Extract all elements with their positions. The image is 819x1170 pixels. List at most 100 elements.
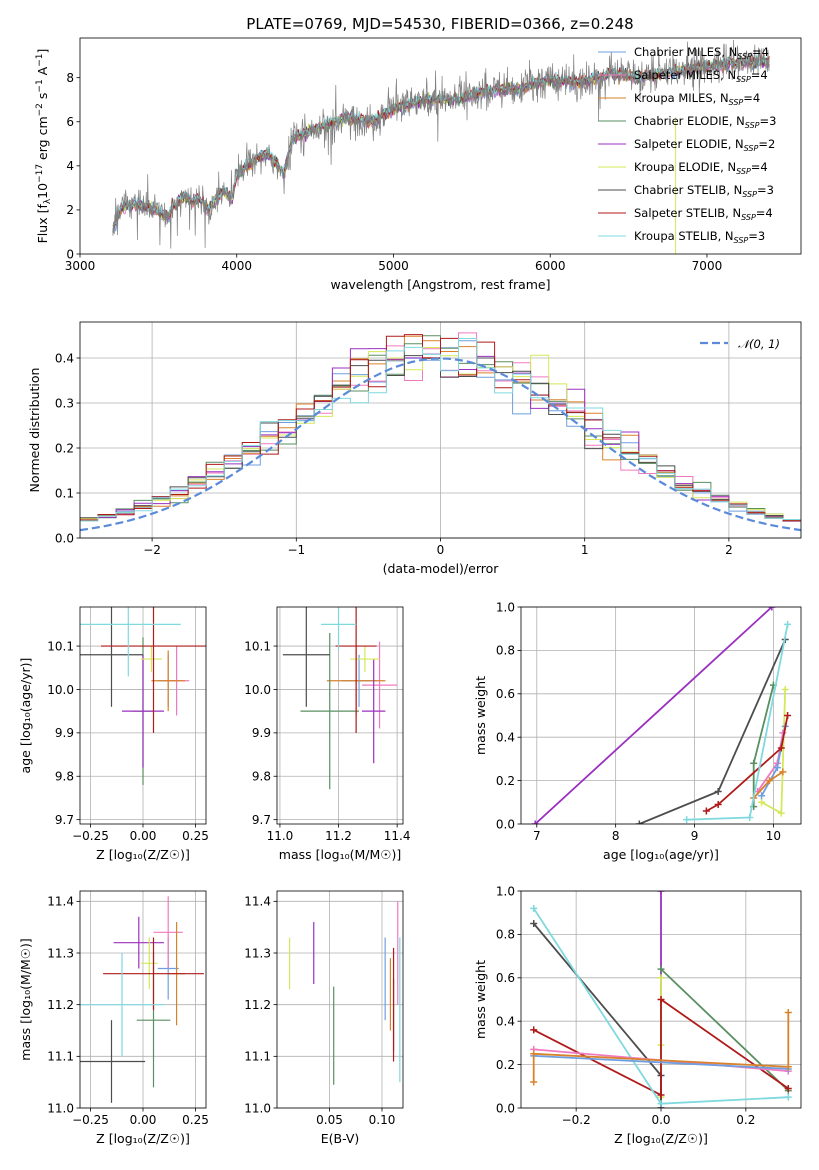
weight-marker-ke xyxy=(758,798,766,806)
y-tick-label: 2 xyxy=(66,203,74,217)
x-tick-label: 11.0 xyxy=(267,829,294,843)
x-axis-label: age [log₁₀(age/yr)] xyxy=(603,847,719,862)
y-tick-label: 11.0 xyxy=(47,1101,74,1115)
weight_vs_age-panel: 7 8 9 10 0.0 0.2 0.4 0.6 0.8 1.0 age [log₁₀(age/yr… xyxy=(473,600,802,862)
plot-area xyxy=(80,332,801,538)
weight-marker-ce xyxy=(750,759,758,767)
y-tick-label: 10.1 xyxy=(47,639,74,653)
weight-marker-km xyxy=(784,1009,792,1017)
weight-marker-cs xyxy=(635,820,643,824)
x-tick-label: −0.25 xyxy=(72,829,109,843)
weight-marker-km xyxy=(530,1050,538,1058)
chart-title: PLATE=0769, MJD=54530, FIBERID=0366, z=0… xyxy=(246,15,633,33)
weight-marker-cs xyxy=(714,787,722,795)
axes: 0.05 0.10 11.0 11.1 11.2 11.3 11.4 E(B-V) xyxy=(244,890,404,1146)
x-tick-label: 5000 xyxy=(378,259,409,273)
x-tick-label: 11.4 xyxy=(384,829,411,843)
y-tick-label: 0.0 xyxy=(496,1101,515,1115)
age_vs_Z-panel: −0.25 0.00 0.25 9.7 9.8 9.9 10.0 10.1 Z [log₁₀(Z… xyxy=(18,606,209,862)
weight-line-ss xyxy=(705,715,789,812)
y-tick-label: 11.3 xyxy=(244,946,271,960)
x-axis-label: Z [log₁₀(Z/Z☉)] xyxy=(96,1131,190,1146)
y-tick-label: 9.8 xyxy=(55,770,74,784)
y-tick-label: 0.0 xyxy=(55,531,74,545)
plot-area xyxy=(530,891,792,1108)
x-tick-label: 3000 xyxy=(65,259,96,273)
x-tick-label: 6000 xyxy=(535,259,566,273)
y-tick-label: 8 xyxy=(66,71,74,85)
y-axis-label: Normed distribution xyxy=(27,368,42,493)
legend-label-sm: Salpeter MILES, NSSP=4 xyxy=(634,68,768,84)
plot-area xyxy=(289,901,401,1085)
weight-marker-ss xyxy=(657,1091,665,1099)
y-axis-label: mass [log₁₀(M/M☉)] xyxy=(18,938,33,1060)
x-axis-label: wavelength [Angstrom, rest frame] xyxy=(330,277,550,292)
x-tick-label: 0.25 xyxy=(182,829,209,843)
y-tick-label: 0.6 xyxy=(496,687,515,701)
weight-marker-km xyxy=(765,777,773,785)
axes-frame xyxy=(276,606,404,825)
weight-marker-cs xyxy=(530,920,538,928)
y-tick-label: 6 xyxy=(66,115,74,129)
axes-frame xyxy=(79,321,802,539)
y-tick-label: 0.4 xyxy=(496,1015,515,1029)
x-tick-label: 8 xyxy=(612,829,620,843)
axes-frame xyxy=(520,890,802,1109)
weight-marker-ke xyxy=(781,685,789,693)
weight-line-km xyxy=(532,1012,790,1082)
mass_vs_Z-panel: −0.25 0.00 0.25 11.0 11.1 11.2 11.3 11.4 Z [log₁… xyxy=(18,890,209,1146)
weight-marker-se xyxy=(768,607,776,611)
grid xyxy=(277,607,403,824)
weight-marker-cm xyxy=(758,792,766,800)
x-tick-label: 10 xyxy=(766,829,781,843)
weight-marker-ks xyxy=(683,816,691,824)
plot-area xyxy=(80,607,206,785)
legend-label-km: Kroupa MILES, NSSP=4 xyxy=(634,91,760,107)
legend-label-cs: Chabrier STELIB, NSSP=3 xyxy=(634,183,774,199)
y-tick-label: 0.0 xyxy=(496,817,515,831)
weight-marker-ss xyxy=(784,712,792,719)
x-tick-label: 1 xyxy=(581,543,589,557)
x-tick-label: −0.2 xyxy=(562,1113,591,1127)
observed-spectrum-line xyxy=(112,39,770,249)
histogram-ss xyxy=(80,334,801,538)
weight-marker-ks xyxy=(746,813,754,821)
weight-marker-ss xyxy=(530,1026,538,1034)
legend: Chabrier MILES, NSSP=4 Salpeter MILES, NS… xyxy=(598,45,776,245)
mass_vs_ebv-panel: 0.05 0.10 11.0 11.1 11.2 11.3 11.4 E(B-V) xyxy=(244,890,404,1146)
legend-label-ks: Kroupa STELIB, NSSP=3 xyxy=(634,229,765,245)
x-tick-label: −1 xyxy=(287,543,305,557)
weight-marker-se xyxy=(531,820,539,824)
weight-line-cm xyxy=(533,1055,789,1070)
y-tick-label: 9.9 xyxy=(252,726,271,740)
axes: 11.0 11.2 11.4 9.7 9.8 9.9 10.0 10.1 mass [log₁₀… xyxy=(244,606,411,862)
histogram-ks xyxy=(80,338,801,538)
x-tick-label: −0.25 xyxy=(72,1113,109,1127)
y-tick-label: 9.9 xyxy=(55,726,74,740)
plot-area xyxy=(531,607,792,824)
weight-marker-ks xyxy=(530,904,538,912)
weight-line-ks xyxy=(686,624,789,821)
plot-area xyxy=(112,39,770,254)
legend-label-ss: Salpeter STELIB, NSSP=4 xyxy=(634,206,773,222)
axes: 7 8 9 10 0.0 0.2 0.4 0.6 0.8 1.0 age [log₁₀(age/yr… xyxy=(473,600,802,862)
weight-marker-ke xyxy=(777,809,785,817)
y-tick-label: 0.2 xyxy=(496,774,515,788)
x-axis-label: (data-model)/error xyxy=(383,561,500,576)
y-tick-label: 10.1 xyxy=(244,639,271,653)
weight-marker-ss xyxy=(784,1084,792,1092)
weight-marker-ss xyxy=(777,744,785,752)
y-axis-label: mass weight xyxy=(473,960,488,1039)
x-tick-label: 9 xyxy=(691,829,699,843)
axes: −2 −1 0 1 2 0.0 0.1 0.2 0.3 0.4 (data-model)/error… xyxy=(27,321,802,576)
x-axis-label: mass [log₁₀(M/M☉)] xyxy=(279,847,401,862)
grid xyxy=(80,891,206,1109)
y-tick-label: 0.2 xyxy=(55,441,74,455)
y-tick-label: 11.1 xyxy=(244,1050,271,1064)
y-tick-label: 0.4 xyxy=(55,351,74,365)
y-tick-label: 11.4 xyxy=(47,895,74,909)
plot-area xyxy=(80,896,204,1103)
legend-label-ke: Kroupa ELODIE, NSSP=4 xyxy=(634,160,768,176)
axes: 3000 4000 5000 6000 7000 0 2 4 6 8 wavelength [Ang… xyxy=(65,37,802,292)
